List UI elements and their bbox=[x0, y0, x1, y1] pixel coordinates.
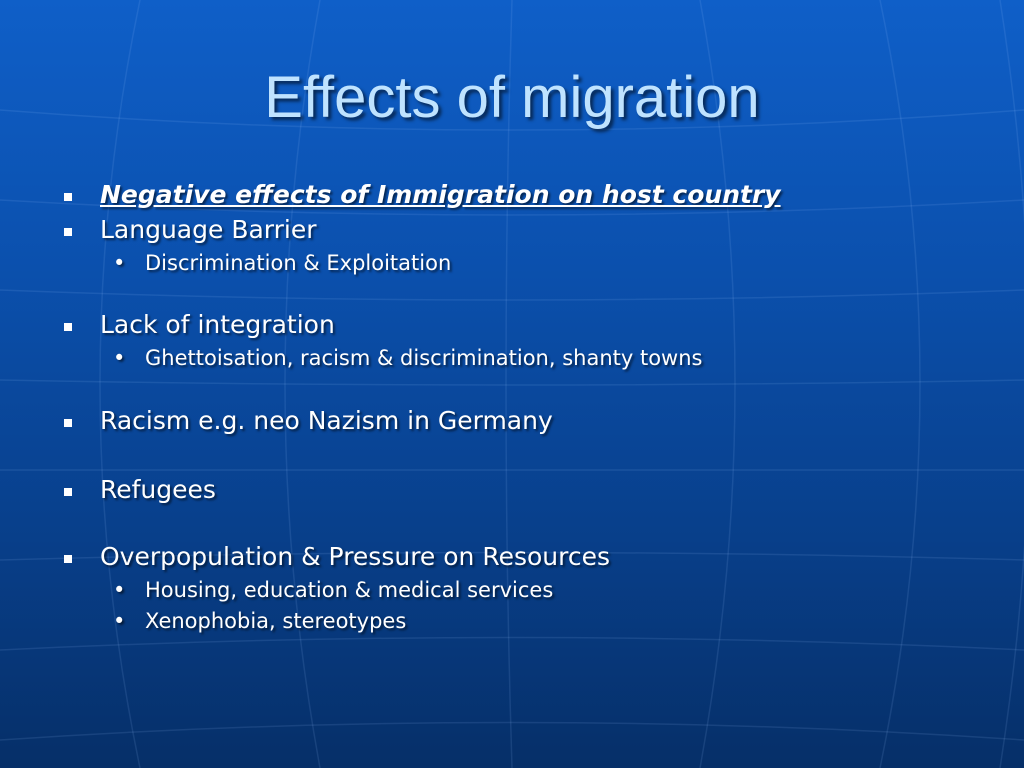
bullet-racism: Racism e.g. neo Nazism in Germany bbox=[64, 404, 553, 438]
bullet-negative-effects-heading: Negative effects of Immigration on host … bbox=[64, 178, 781, 212]
bullet-lack-of-integration: Lack of integration bbox=[64, 308, 335, 342]
bullet-overpopulation: Overpopulation & Pressure on Resources bbox=[63, 540, 610, 574]
bullet-language-barrier: Language Barrier bbox=[64, 213, 317, 247]
sub-bullet-ghettoisation: Ghettoisation, racism & discrimination, … bbox=[113, 343, 703, 373]
sub-bullet-discrimination-exploitation: Discrimination & Exploitation bbox=[113, 248, 451, 278]
sub-bullet-housing-education: Housing, education & medical services bbox=[113, 575, 553, 605]
sub-bullet-xenophobia: Xenophobia, stereotypes bbox=[113, 606, 406, 636]
slide-title: Effects of migration bbox=[264, 65, 760, 130]
bullet-refugees: Refugees bbox=[64, 473, 216, 507]
